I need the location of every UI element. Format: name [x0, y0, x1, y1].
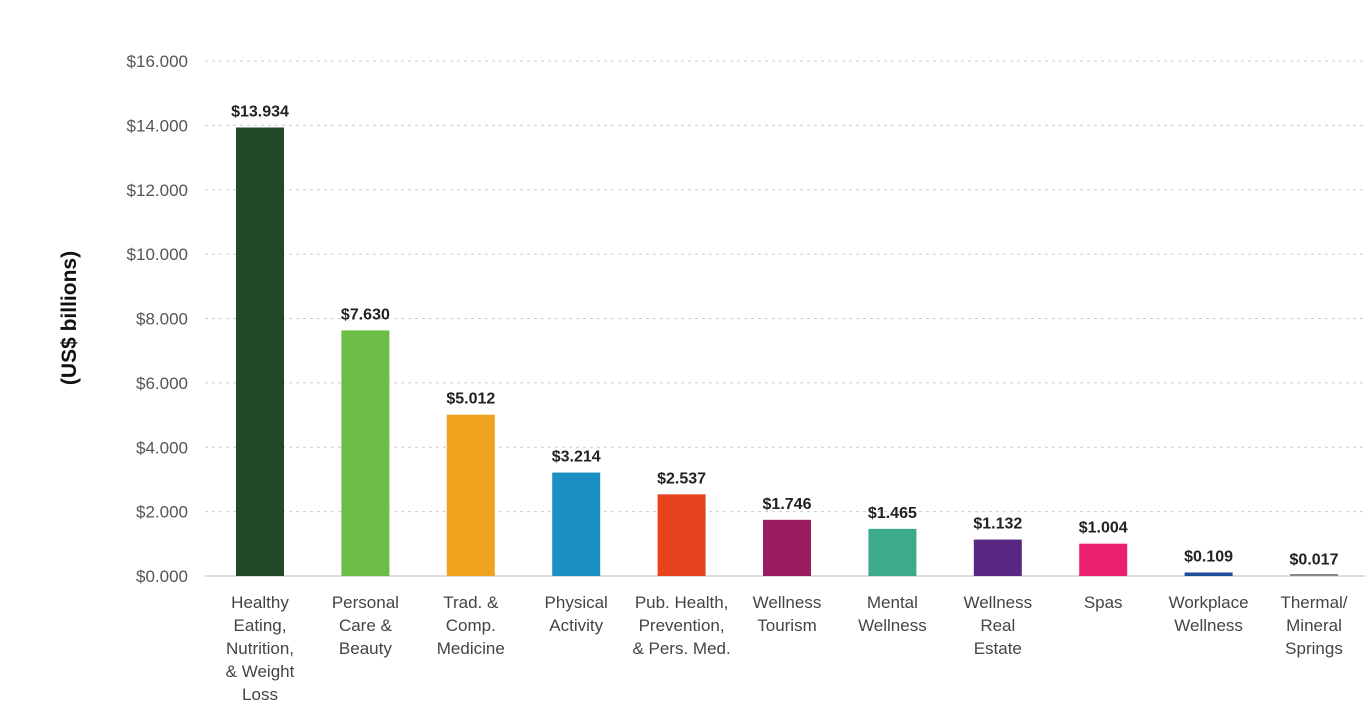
data-label: $1.465	[868, 505, 917, 522]
category-label: Physical Activity	[545, 593, 608, 635]
y-tick-label: $14.000	[127, 116, 188, 135]
category-label: Trad. & Comp. Medicine	[437, 593, 505, 658]
bar	[446, 414, 495, 576]
y-tick-label: $16.000	[127, 52, 188, 71]
category-label-line: Thermal/	[1280, 593, 1347, 612]
bar	[763, 519, 811, 576]
y-tick-label: $6.000	[136, 374, 188, 393]
category-label: Pub. Health, Prevention, & Pers. Med.	[632, 593, 730, 658]
category-label: Wellness Real Estate	[963, 593, 1032, 658]
category-label-line: Real	[980, 616, 1015, 635]
data-label: $1.004	[1079, 520, 1128, 537]
y-tick-label: $2.000	[136, 503, 188, 522]
bar	[1184, 572, 1233, 576]
category-label-line: Mineral	[1286, 616, 1342, 635]
category-label-line: Nutrition,	[226, 639, 294, 658]
category-label-line: Comp.	[446, 616, 496, 635]
category-label-line: Spas	[1084, 593, 1123, 612]
bar	[1079, 543, 1128, 576]
bar	[236, 127, 284, 576]
data-label: $0.017	[1290, 551, 1339, 568]
y-tick-label: $0.000	[136, 567, 188, 586]
bar	[868, 528, 917, 576]
category-label: Workplace Wellness	[1169, 593, 1249, 635]
data-label: $2.537	[657, 470, 706, 487]
category-label-line: Physical	[545, 593, 608, 612]
category-label-line: Care &	[339, 616, 393, 635]
data-label: $5.012	[446, 391, 495, 408]
data-labels: $13.934 $7.630 $5.012 $3.214 $2.537 $1.746 $1.…	[231, 103, 1338, 568]
category-label: Personal Care & Beauty	[332, 593, 399, 658]
category-label-line: Medicine	[437, 639, 505, 658]
bar	[657, 494, 706, 576]
bar	[973, 539, 1022, 576]
bar	[552, 472, 601, 576]
y-tick-label: $4.000	[136, 438, 188, 457]
category-label: Healthy Eating, Nutrition, & Weight Loss	[226, 593, 295, 704]
y-tick-label: $10.000	[127, 245, 188, 264]
data-label: $3.214	[552, 449, 601, 466]
x-axis-categories: Healthy Eating, Nutrition, & Weight Loss Pers…	[226, 593, 1348, 704]
category-label-line: Pub. Health,	[635, 593, 729, 612]
category-label-line: Wellness	[963, 593, 1032, 612]
y-axis-ticks: $0.000 $2.000 $4.000 $6.000 $8.000 $10.000 $12…	[127, 52, 188, 586]
category-label-line: Personal	[332, 593, 399, 612]
y-axis-title: (US$ billions)	[58, 251, 81, 385]
category-label: Thermal/Mineral Springs	[1280, 593, 1347, 658]
category-label-line: Activity	[549, 616, 603, 635]
data-label: $7.630	[341, 306, 390, 323]
category-label-line: Eating,	[234, 616, 287, 635]
bars	[236, 127, 1338, 576]
category-label-line: Tourism	[757, 616, 817, 635]
bar	[341, 330, 390, 576]
y-tick-label: $12.000	[127, 181, 188, 200]
category-label-line: Workplace	[1169, 593, 1249, 612]
category-label-line: Prevention,	[639, 616, 725, 635]
data-label: $13.934	[231, 103, 289, 120]
category-label-line: Wellness	[753, 593, 822, 612]
category-label-line: Trad. &	[443, 593, 499, 612]
category-label-line: Loss	[242, 685, 278, 704]
category-label-line: Healthy	[231, 593, 289, 612]
category-label-line: Estate	[974, 639, 1022, 658]
category-label-line: Beauty	[339, 639, 392, 658]
category-label: Wellness Tourism	[753, 593, 822, 635]
data-label: $1.746	[763, 496, 812, 513]
data-label: $1.132	[973, 516, 1022, 533]
category-label-line: Mental	[867, 593, 918, 612]
category-label-line: Springs	[1285, 639, 1343, 658]
category-label-line: Wellness	[1174, 616, 1243, 635]
bar	[1290, 574, 1338, 576]
data-label: $0.109	[1184, 548, 1233, 565]
y-tick-label: $8.000	[136, 310, 188, 329]
category-label-line: & Pers. Med.	[632, 639, 730, 658]
category-label-line: Wellness	[858, 616, 927, 635]
category-label-line: & Weight	[226, 662, 295, 681]
category-label: Mental Wellness	[858, 593, 927, 635]
category-label: Spas	[1084, 593, 1123, 612]
